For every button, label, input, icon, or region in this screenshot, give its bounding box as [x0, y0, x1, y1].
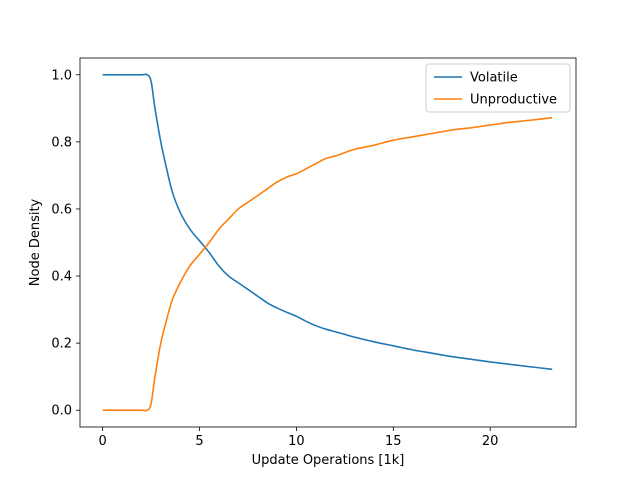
- legend: Volatile Unproductive: [425, 63, 571, 113]
- x-tick-label: 0: [99, 434, 107, 449]
- plot-frame: [79, 57, 577, 428]
- y-tick-label: 0.2: [51, 337, 72, 352]
- y-tick-label: 1.0: [51, 68, 72, 83]
- x-tick-label: 20: [482, 434, 499, 449]
- x-tick-label: 10: [288, 434, 305, 449]
- y-tick-label: 0.8: [51, 135, 72, 150]
- x-axis-label: Update Operations [1k]: [252, 453, 405, 468]
- plot-series: [102, 73, 553, 412]
- legend-box: [425, 63, 571, 113]
- y-tick-label: 0.0: [51, 404, 72, 419]
- x-axis: 0 5 10 15 20: [99, 427, 499, 449]
- series-line-unproductive: [102, 116, 553, 412]
- y-axis-label: Node Density: [28, 198, 43, 286]
- series-line-volatile: [102, 73, 553, 371]
- y-axis: 0.0 0.2 0.4 0.6 0.8 1.0: [51, 68, 80, 419]
- x-tick-label: 5: [195, 434, 203, 449]
- y-tick-label: 0.6: [51, 202, 72, 217]
- y-tick-label: 0.4: [51, 270, 72, 285]
- legend-label-unproductive: Unproductive: [470, 93, 557, 108]
- legend-label-volatile: Volatile: [470, 71, 518, 86]
- x-tick-label: 15: [385, 434, 402, 449]
